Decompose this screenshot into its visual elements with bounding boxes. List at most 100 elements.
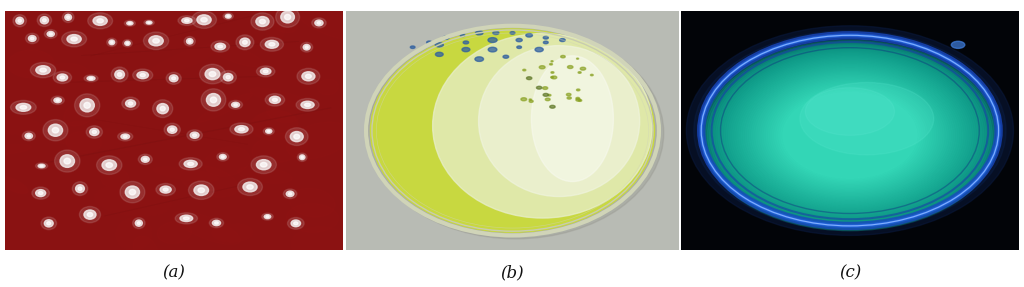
Ellipse shape: [112, 67, 128, 82]
Ellipse shape: [201, 89, 226, 111]
Ellipse shape: [745, 68, 954, 202]
Ellipse shape: [39, 191, 43, 195]
Ellipse shape: [15, 17, 24, 24]
Ellipse shape: [184, 36, 196, 46]
Ellipse shape: [18, 19, 22, 22]
Ellipse shape: [722, 53, 978, 217]
Ellipse shape: [186, 130, 203, 141]
Ellipse shape: [774, 87, 926, 184]
Ellipse shape: [88, 13, 113, 29]
Ellipse shape: [314, 20, 323, 26]
Ellipse shape: [411, 46, 415, 49]
Ellipse shape: [754, 74, 946, 197]
Ellipse shape: [170, 128, 174, 131]
Ellipse shape: [262, 213, 273, 220]
Ellipse shape: [291, 227, 348, 261]
Ellipse shape: [87, 76, 95, 80]
Ellipse shape: [303, 44, 310, 50]
Ellipse shape: [67, 16, 70, 19]
Ellipse shape: [305, 46, 308, 49]
Ellipse shape: [247, 185, 253, 189]
Ellipse shape: [225, 14, 231, 18]
Ellipse shape: [66, 131, 101, 153]
Ellipse shape: [209, 71, 216, 77]
Ellipse shape: [543, 87, 548, 90]
Ellipse shape: [48, 124, 62, 136]
Ellipse shape: [529, 100, 534, 102]
Ellipse shape: [41, 217, 56, 230]
Ellipse shape: [96, 156, 122, 174]
Ellipse shape: [260, 37, 284, 51]
Ellipse shape: [109, 40, 115, 45]
Ellipse shape: [238, 179, 262, 195]
Ellipse shape: [62, 12, 74, 23]
Ellipse shape: [720, 52, 980, 218]
Ellipse shape: [289, 193, 292, 195]
Ellipse shape: [223, 13, 233, 20]
Ellipse shape: [180, 165, 238, 197]
Ellipse shape: [251, 13, 274, 30]
Ellipse shape: [561, 55, 565, 58]
Ellipse shape: [84, 210, 96, 219]
Ellipse shape: [121, 134, 130, 139]
Ellipse shape: [269, 96, 281, 103]
Ellipse shape: [263, 70, 268, 73]
Ellipse shape: [153, 100, 173, 118]
Ellipse shape: [503, 55, 509, 58]
Ellipse shape: [256, 160, 271, 170]
Ellipse shape: [297, 68, 319, 84]
Ellipse shape: [251, 156, 276, 174]
Ellipse shape: [43, 120, 68, 141]
Ellipse shape: [537, 86, 542, 89]
Ellipse shape: [47, 32, 54, 36]
Ellipse shape: [462, 47, 470, 52]
Ellipse shape: [65, 158, 71, 164]
Ellipse shape: [194, 185, 209, 195]
Ellipse shape: [120, 181, 144, 203]
Ellipse shape: [266, 100, 303, 123]
Ellipse shape: [739, 64, 961, 206]
Ellipse shape: [86, 126, 102, 138]
Ellipse shape: [260, 162, 267, 167]
Ellipse shape: [40, 165, 43, 167]
Ellipse shape: [7, 50, 54, 78]
Ellipse shape: [579, 100, 582, 101]
Ellipse shape: [210, 43, 263, 67]
Ellipse shape: [543, 94, 549, 96]
Ellipse shape: [26, 33, 39, 44]
Ellipse shape: [294, 134, 300, 139]
Ellipse shape: [207, 94, 220, 106]
Ellipse shape: [516, 38, 522, 42]
Ellipse shape: [116, 218, 152, 251]
Ellipse shape: [123, 135, 127, 138]
Ellipse shape: [297, 153, 307, 162]
Ellipse shape: [231, 102, 240, 107]
Ellipse shape: [475, 31, 483, 35]
Ellipse shape: [756, 75, 944, 196]
Ellipse shape: [800, 82, 934, 155]
Ellipse shape: [80, 99, 94, 112]
Ellipse shape: [263, 128, 274, 135]
Ellipse shape: [302, 72, 315, 81]
Ellipse shape: [129, 189, 135, 195]
Ellipse shape: [140, 73, 145, 77]
Ellipse shape: [80, 206, 100, 223]
Ellipse shape: [210, 97, 217, 103]
Ellipse shape: [144, 20, 155, 25]
Ellipse shape: [73, 182, 88, 195]
Ellipse shape: [133, 236, 158, 263]
Ellipse shape: [75, 94, 99, 117]
Ellipse shape: [287, 204, 339, 232]
Ellipse shape: [750, 71, 950, 200]
Ellipse shape: [115, 70, 125, 79]
Ellipse shape: [182, 18, 193, 23]
Ellipse shape: [260, 68, 271, 75]
Ellipse shape: [783, 92, 916, 178]
Ellipse shape: [219, 154, 226, 159]
Ellipse shape: [493, 31, 499, 34]
Ellipse shape: [156, 183, 175, 196]
Ellipse shape: [779, 90, 921, 181]
Ellipse shape: [135, 220, 142, 226]
Ellipse shape: [752, 72, 948, 198]
Ellipse shape: [267, 130, 270, 132]
